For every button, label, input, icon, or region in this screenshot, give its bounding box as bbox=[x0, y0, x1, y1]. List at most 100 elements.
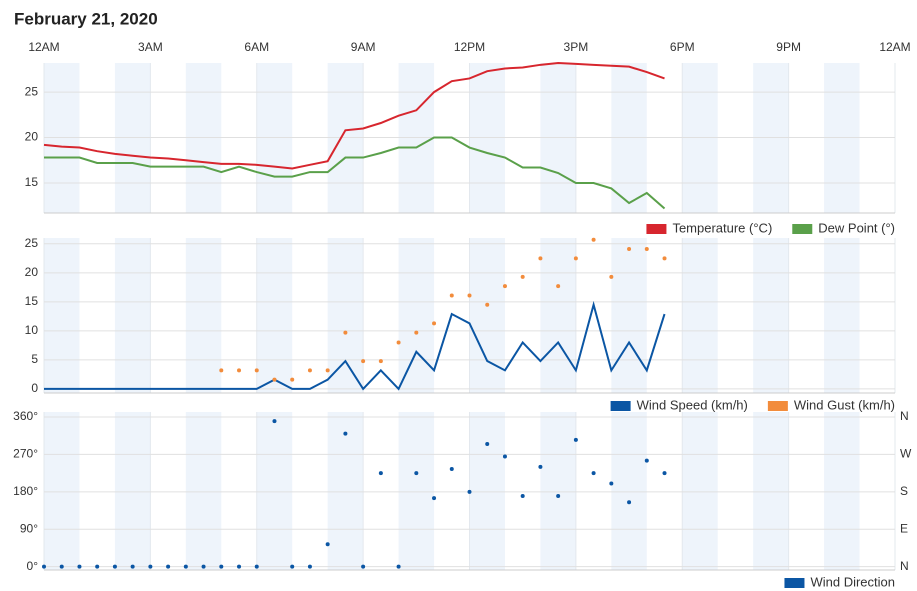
hour-band bbox=[469, 238, 505, 393]
hour-band bbox=[185, 238, 222, 393]
data-dot bbox=[538, 464, 543, 469]
hour-band bbox=[44, 412, 80, 570]
hour-band bbox=[185, 412, 222, 570]
data-dot bbox=[609, 481, 614, 486]
x-tick-label: 9PM bbox=[776, 40, 801, 54]
data-dot bbox=[290, 377, 295, 382]
hour-band bbox=[44, 238, 80, 393]
x-tick-label: 6AM bbox=[244, 40, 269, 54]
x-tick-label: 12AM bbox=[879, 40, 910, 54]
hour-band bbox=[682, 238, 718, 393]
hour-band bbox=[682, 412, 718, 570]
hour-band bbox=[611, 238, 647, 393]
series-line bbox=[44, 300, 666, 391]
data-dot bbox=[130, 564, 135, 569]
data-dot bbox=[538, 256, 543, 261]
y2-tick-label: S bbox=[900, 484, 908, 498]
data-dot bbox=[219, 368, 224, 373]
legend-swatch bbox=[792, 224, 813, 234]
data-dot bbox=[591, 471, 596, 476]
chart-title: February 21, 2020 bbox=[14, 9, 158, 28]
data-dot bbox=[449, 466, 454, 471]
y-tick-label: 90° bbox=[20, 521, 38, 535]
data-dot bbox=[627, 500, 632, 505]
data-dot bbox=[343, 330, 348, 335]
y2-tick-label: E bbox=[900, 521, 908, 535]
x-tick-label: 3AM bbox=[138, 40, 163, 54]
data-dot bbox=[591, 237, 596, 242]
y-tick-label: 20 bbox=[25, 265, 39, 279]
data-dot bbox=[254, 564, 259, 569]
hour-band bbox=[611, 412, 647, 570]
y-tick-label: 270° bbox=[13, 447, 38, 461]
data-dot bbox=[95, 564, 100, 569]
data-dot bbox=[272, 377, 277, 382]
x-tick-label: 3PM bbox=[564, 40, 589, 54]
hour-band bbox=[540, 412, 576, 570]
legend-swatch bbox=[646, 224, 667, 234]
data-dot bbox=[254, 368, 259, 373]
legend-label: Dew Point (°) bbox=[818, 220, 895, 235]
legend-swatch bbox=[784, 578, 805, 588]
y-tick-label: 20 bbox=[25, 130, 39, 144]
data-dot bbox=[556, 493, 561, 498]
hour-band bbox=[398, 412, 435, 570]
data-dot bbox=[361, 564, 366, 569]
data-dot bbox=[325, 368, 330, 373]
y-tick-label: 25 bbox=[25, 84, 39, 98]
data-dot bbox=[325, 542, 330, 547]
y-tick-label: 0 bbox=[31, 381, 38, 395]
data-dot bbox=[183, 564, 188, 569]
legend-label: Wind Speed (km/h) bbox=[637, 397, 748, 412]
hour-band bbox=[327, 412, 364, 570]
legend-label: Wind Direction bbox=[810, 574, 895, 589]
data-dot bbox=[59, 564, 64, 569]
data-dot bbox=[307, 564, 312, 569]
data-dot bbox=[42, 564, 46, 569]
data-dot bbox=[396, 340, 401, 345]
legend-swatch bbox=[610, 401, 631, 411]
y2-tick-label: N bbox=[900, 409, 909, 423]
data-dot bbox=[343, 431, 348, 436]
data-dot bbox=[502, 454, 507, 459]
hour-band bbox=[256, 412, 293, 570]
legend-label: Wind Gust (km/h) bbox=[794, 397, 895, 412]
data-dot bbox=[662, 471, 667, 476]
data-dot bbox=[166, 564, 171, 569]
x-tick-label: 9AM bbox=[351, 40, 376, 54]
data-dot bbox=[237, 368, 242, 373]
x-tick-label: 12PM bbox=[454, 40, 485, 54]
data-dot bbox=[520, 274, 525, 279]
x-tick-label: 12AM bbox=[28, 40, 59, 54]
y-tick-label: 15 bbox=[25, 175, 39, 189]
legend-swatch bbox=[767, 401, 788, 411]
data-dot bbox=[644, 458, 649, 463]
data-dot bbox=[112, 564, 117, 569]
data-dot bbox=[467, 293, 472, 298]
data-dot bbox=[467, 489, 472, 494]
hour-band bbox=[753, 238, 789, 393]
legend-label: Temperature (°C) bbox=[672, 220, 772, 235]
data-dot bbox=[627, 247, 632, 252]
x-tick-label: 6PM bbox=[670, 40, 695, 54]
data-dot bbox=[485, 302, 490, 307]
hour-band bbox=[327, 238, 364, 393]
data-dot bbox=[361, 359, 366, 364]
data-dot bbox=[644, 247, 649, 252]
y-tick-label: 180° bbox=[13, 484, 38, 498]
data-dot bbox=[219, 564, 224, 569]
data-dot bbox=[414, 330, 419, 335]
data-dot bbox=[520, 493, 525, 498]
data-dot bbox=[378, 359, 383, 364]
y2-tick-label: W bbox=[900, 447, 912, 461]
data-dot bbox=[237, 564, 242, 569]
data-dot bbox=[272, 419, 277, 424]
y-tick-label: 5 bbox=[31, 352, 38, 366]
data-dot bbox=[573, 256, 578, 261]
data-dot bbox=[432, 496, 437, 501]
data-dot bbox=[77, 564, 82, 569]
y-tick-label: 0° bbox=[27, 559, 39, 573]
series-line bbox=[43, 61, 665, 170]
y2-tick-label: N bbox=[900, 559, 909, 573]
